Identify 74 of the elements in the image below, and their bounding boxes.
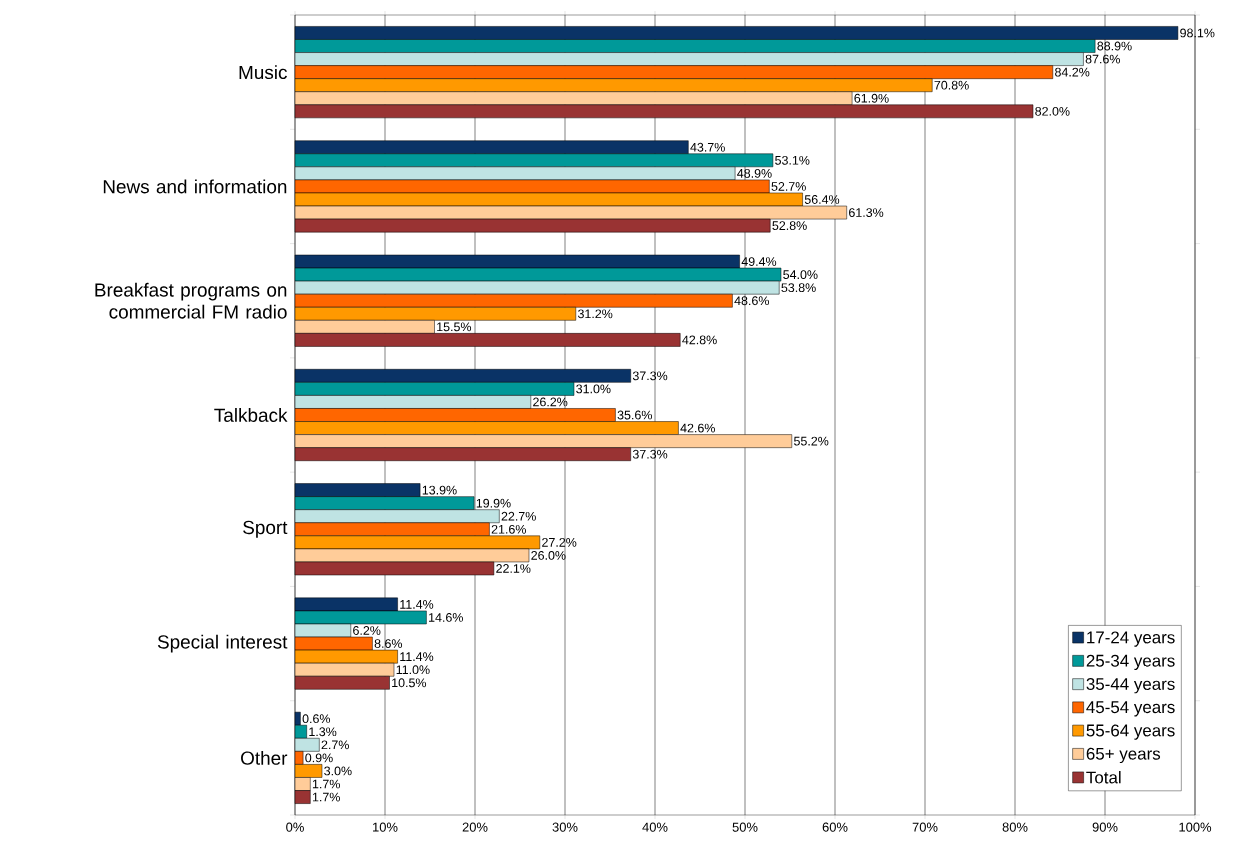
data-label: 49.4% <box>741 257 777 266</box>
x-tick-label: 30% <box>552 822 578 832</box>
data-label: 31.0% <box>576 384 611 394</box>
data-label: 98.1% <box>1180 28 1215 38</box>
x-tick-label: 70% <box>912 822 938 832</box>
data-label: 1.3% <box>309 727 337 737</box>
y-tick-label: Sport <box>243 520 288 538</box>
data-label: 15.5% <box>437 322 472 332</box>
y-tick-label: Music <box>239 65 287 80</box>
data-label: 1.7% <box>312 779 340 789</box>
x-tick-label: 90% <box>1092 822 1118 832</box>
data-label: 37.3% <box>632 449 668 459</box>
legend-label: 35-44 years <box>1086 678 1175 694</box>
data-label: 52.7% <box>771 182 806 191</box>
data-label: 11.4% <box>400 600 434 609</box>
data-label: 3.0% <box>324 766 352 776</box>
data-label: 14.6% <box>429 613 463 622</box>
data-label: 37.3% <box>632 371 668 381</box>
x-tick-label: 100% <box>1179 822 1212 832</box>
data-label: 1.7% <box>312 792 340 802</box>
data-label: 55.2% <box>794 436 829 446</box>
data-label: 22.7% <box>501 511 536 521</box>
data-label: 54.0% <box>783 270 818 280</box>
x-tick-label: 0% <box>286 822 304 832</box>
data-label: 0.6% <box>302 714 331 724</box>
data-label: 53.8% <box>781 283 816 293</box>
data-label: 88.9% <box>1097 41 1132 51</box>
data-label: 11.0% <box>396 665 430 675</box>
data-label: 31.2% <box>577 309 613 319</box>
x-tick-label: 80% <box>1002 822 1028 832</box>
data-label: 48.9% <box>737 168 772 178</box>
data-label: 0.9% <box>305 753 333 763</box>
x-tick-label: 10% <box>373 822 398 832</box>
data-label: 21.6% <box>491 524 526 534</box>
data-label: 53.1% <box>775 155 810 165</box>
data-label: 26.0% <box>531 551 566 560</box>
data-label: 48.6% <box>734 296 769 306</box>
data-label: 2.7% <box>321 740 349 750</box>
y-tick-label: Talkback <box>214 408 288 422</box>
data-label: 42.6% <box>680 423 715 433</box>
data-label: 27.2% <box>542 537 577 547</box>
data-label: 42.8% <box>682 335 717 345</box>
legend-label: 45-54 years <box>1086 701 1175 717</box>
y-tick-label: News and information <box>103 179 287 194</box>
data-label: 61.3% <box>849 208 884 217</box>
legend-label: 25-34 years <box>1086 654 1175 671</box>
legend-label: 55-64 years <box>1086 724 1175 740</box>
x-tick-label: 20% <box>462 822 488 832</box>
x-tick-label: 50% <box>732 822 758 832</box>
x-tick-label: 40% <box>642 822 668 832</box>
data-label: 35.6% <box>617 410 652 420</box>
data-label: 11.4% <box>400 652 434 661</box>
x-tick-label: 60% <box>822 822 848 832</box>
legend-label: 17-24 years <box>1087 631 1175 647</box>
y-tick-label: Other <box>241 750 288 765</box>
data-label: 70.8% <box>934 80 969 90</box>
data-label: 22.1% <box>496 564 531 573</box>
data-label: 19.9% <box>476 498 511 508</box>
data-label: 6.2% <box>353 626 381 635</box>
legend-label: 65+ years <box>1086 747 1161 764</box>
data-label: 43.7% <box>690 142 725 152</box>
data-label: 56.4% <box>804 195 840 204</box>
data-label: 8.6% <box>374 639 403 648</box>
data-label: 87.6% <box>1085 54 1120 64</box>
y-tick-label: Breakfast programs on commercial FM radio <box>95 282 287 319</box>
data-label: 26.2% <box>533 397 568 407</box>
data-label: 61.9% <box>854 93 889 103</box>
data-label: 10.5% <box>392 678 427 688</box>
data-label: 13.9% <box>422 485 457 495</box>
data-label: 84.2% <box>1055 67 1090 77</box>
legend-label: Total <box>1086 771 1121 784</box>
data-label: 52.8% <box>772 221 807 231</box>
data-label: 82.0% <box>1035 106 1070 116</box>
y-tick-label: Special interest <box>157 634 288 653</box>
